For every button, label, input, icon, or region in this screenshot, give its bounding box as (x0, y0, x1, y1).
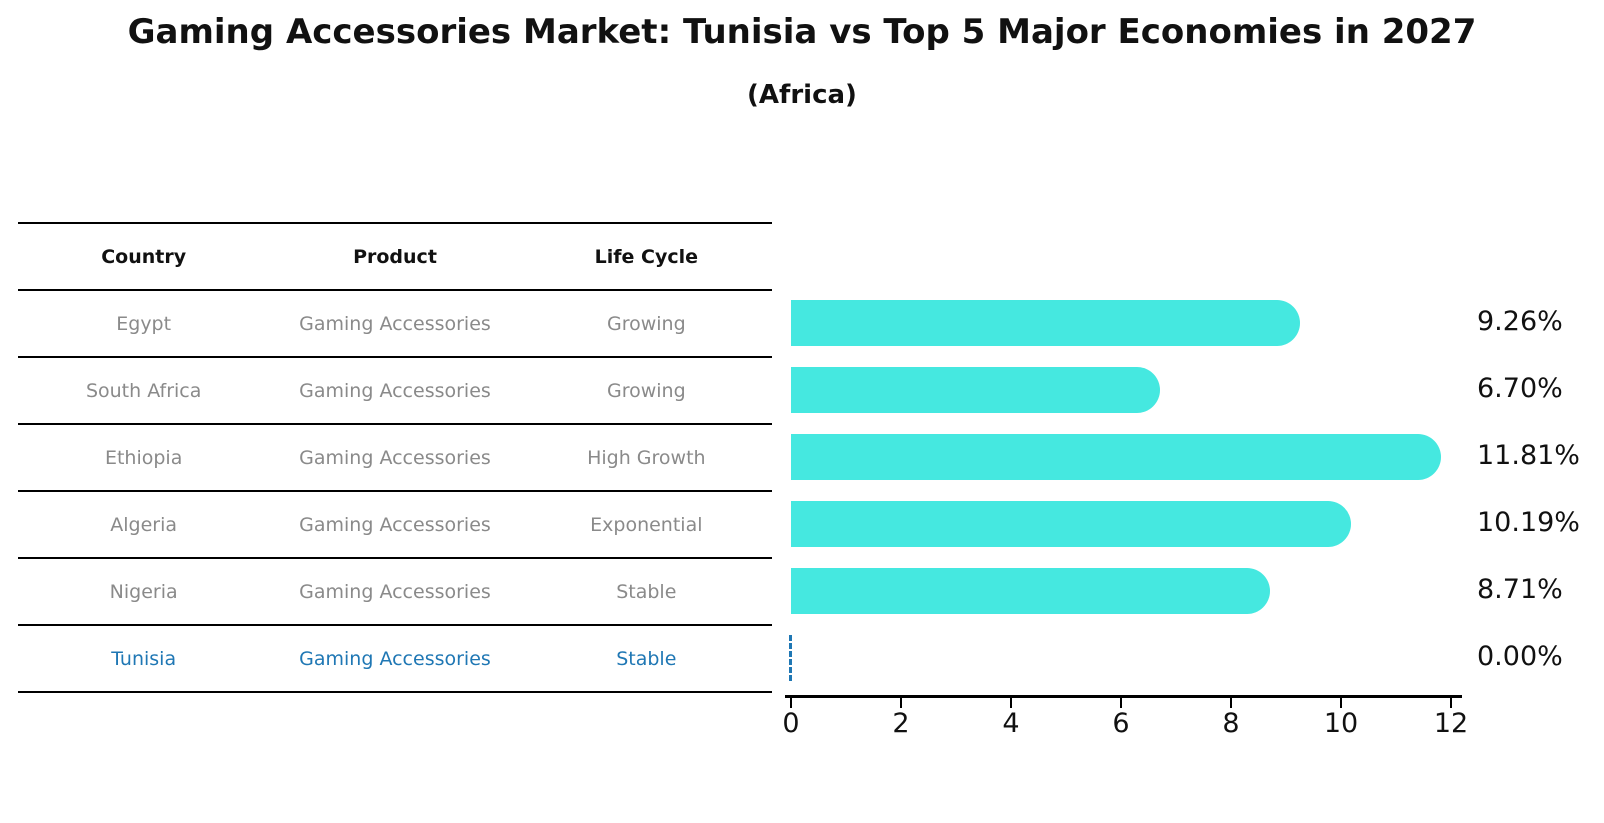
country-table: Country Product Life Cycle Egypt Gaming Acce… (18, 222, 772, 693)
table-cell-product: Gaming Accessories (299, 580, 491, 603)
table-cell-product: Gaming Accessories (299, 647, 491, 670)
x-tick-label: 4 (1002, 708, 1020, 739)
x-tick-mark (1010, 698, 1012, 708)
x-tick-mark (1230, 698, 1232, 708)
x-tick-label: 10 (1323, 708, 1359, 739)
table-header-row: Country Product Life Cycle (18, 224, 772, 291)
bar-nigeria (791, 567, 1271, 614)
bar-value-label: 8.71% (1477, 573, 1563, 605)
table-cell-product: Gaming Accessories (299, 312, 491, 335)
x-tick-label: 0 (782, 708, 800, 739)
column-header: Country (101, 245, 187, 268)
bar-value-label: 10.19% (1477, 506, 1580, 538)
table-cell-life-cycle: High Growth (587, 446, 706, 469)
x-tick-mark (1450, 698, 1452, 708)
x-tick-mark (790, 698, 792, 708)
table-cell-product: Gaming Accessories (299, 513, 491, 536)
table-cell-product: Gaming Accessories (299, 446, 491, 469)
table-row: Ethiopia Gaming Accessories High Growth (18, 425, 772, 492)
table-cell-country: South Africa (85, 379, 202, 402)
bar-value-label: 0.00% (1477, 640, 1563, 672)
x-tick-mark (1120, 698, 1122, 708)
table-cell-life-cycle: Stable (616, 580, 677, 603)
table-cell-life-cycle: Growing (606, 312, 686, 335)
x-tick-mark (900, 698, 902, 708)
bar-algeria (791, 500, 1352, 547)
table-cell-country: Tunisia (111, 647, 177, 670)
x-tick-label: 12 (1433, 708, 1469, 739)
bar-value-label: 9.26% (1477, 305, 1563, 337)
table-row: Egypt Gaming Accessories Growing (18, 291, 772, 358)
x-tick-label: 8 (1222, 708, 1240, 739)
chart-title: Gaming Accessories Market: Tunisia vs To… (127, 12, 1477, 52)
x-tick-label: 6 (1112, 708, 1130, 739)
table-cell-life-cycle: Exponential (590, 513, 703, 536)
x-tick-mark (1340, 698, 1342, 708)
bar-south-africa (791, 366, 1160, 413)
x-axis-line (785, 695, 1462, 698)
table-cell-country: Algeria (110, 513, 178, 536)
table-cell-product: Gaming Accessories (299, 379, 491, 402)
column-header: Product (353, 245, 437, 268)
table-cell-country: Ethiopia (104, 446, 183, 469)
column-header: Life Cycle (594, 245, 699, 268)
table-cell-life-cycle: Stable (616, 647, 677, 670)
table-cell-country: Nigeria (109, 580, 178, 603)
table-row: South Africa Gaming Accessories Growing (18, 358, 772, 425)
bar-ethiopia (791, 433, 1441, 480)
table-row: Nigeria Gaming Accessories Stable (18, 559, 772, 626)
chart-subtitle: (Africa) (747, 80, 857, 110)
table-cell-country: Egypt (116, 312, 172, 335)
bar-egypt (791, 299, 1301, 346)
table-row: Algeria Gaming Accessories Exponential (18, 492, 772, 559)
zero-value-dashed-marker (789, 634, 792, 681)
table-row: Tunisia Gaming Accessories Stable (18, 626, 772, 693)
bar-value-label: 11.81% (1477, 439, 1580, 471)
bar-value-label: 6.70% (1477, 372, 1563, 404)
table-cell-life-cycle: Growing (606, 379, 686, 402)
x-tick-label: 2 (892, 708, 910, 739)
